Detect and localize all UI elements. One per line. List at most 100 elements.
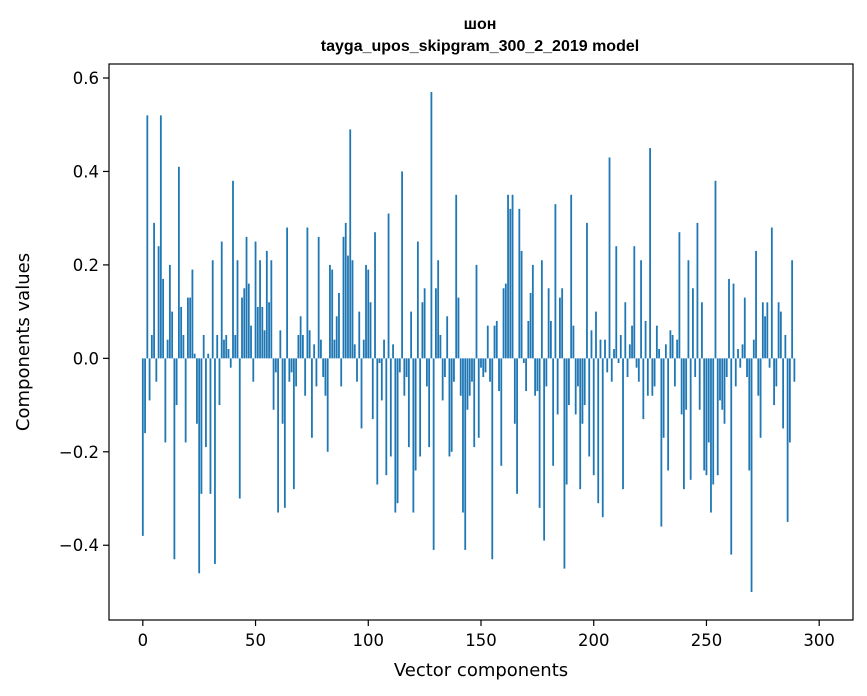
bar bbox=[407, 358, 410, 448]
bar bbox=[477, 358, 480, 438]
bar bbox=[356, 358, 358, 382]
bar bbox=[491, 358, 494, 560]
y-tick-label: −0.4 bbox=[59, 536, 99, 555]
bar bbox=[223, 339, 225, 359]
bar bbox=[529, 292, 532, 359]
bar bbox=[556, 358, 559, 415]
y-tick-label: 0.0 bbox=[73, 349, 99, 368]
bar bbox=[351, 260, 354, 359]
bar bbox=[243, 288, 246, 359]
bar bbox=[791, 260, 794, 359]
bar bbox=[482, 358, 485, 378]
bar bbox=[261, 306, 264, 359]
bar bbox=[281, 358, 284, 424]
bar bbox=[631, 325, 633, 359]
bar bbox=[712, 358, 715, 485]
bar bbox=[570, 194, 573, 359]
bar bbox=[189, 297, 192, 359]
bar bbox=[644, 320, 647, 359]
bar bbox=[148, 358, 151, 401]
bar bbox=[153, 222, 155, 359]
x-axis: 0 50 100 150 200 250 300 bbox=[138, 620, 835, 650]
bar bbox=[236, 260, 239, 359]
bar bbox=[782, 358, 785, 429]
bar bbox=[342, 236, 345, 359]
chart-subtitle: tayga_upos_skipgram_300_2_2019 model bbox=[321, 38, 639, 55]
bar bbox=[288, 358, 291, 382]
bar bbox=[509, 208, 512, 359]
y-axis-label: Components values bbox=[13, 253, 34, 431]
bar bbox=[577, 358, 579, 387]
bar bbox=[385, 358, 388, 476]
bar bbox=[773, 358, 775, 406]
bar bbox=[340, 358, 343, 387]
bar bbox=[511, 194, 514, 359]
bar bbox=[428, 358, 431, 448]
bar bbox=[241, 297, 243, 359]
bar bbox=[626, 358, 629, 378]
bar bbox=[653, 358, 656, 387]
bar bbox=[453, 358, 455, 382]
bar bbox=[306, 227, 309, 359]
bar bbox=[651, 358, 654, 396]
bar bbox=[520, 250, 523, 359]
bar bbox=[507, 194, 509, 359]
bar bbox=[766, 302, 769, 359]
bar bbox=[392, 344, 394, 359]
bar bbox=[254, 241, 257, 359]
bar bbox=[250, 325, 252, 359]
bar bbox=[459, 358, 462, 396]
bar bbox=[707, 358, 710, 443]
bar bbox=[444, 358, 446, 378]
bar bbox=[739, 358, 742, 368]
bar bbox=[191, 269, 194, 359]
x-axis-label: Vector components bbox=[394, 660, 568, 681]
bar bbox=[464, 358, 467, 550]
y-axis: −0.4 −0.2 0.0 0.2 0.4 0.6 bbox=[59, 69, 109, 555]
bar bbox=[473, 358, 476, 448]
bar bbox=[423, 288, 426, 359]
bar bbox=[786, 358, 789, 522]
bar bbox=[775, 358, 778, 387]
bar bbox=[694, 358, 697, 378]
bar bbox=[150, 334, 153, 359]
bar bbox=[579, 358, 582, 490]
bar bbox=[202, 334, 205, 359]
bar bbox=[320, 339, 322, 359]
bar bbox=[414, 358, 417, 471]
bar bbox=[146, 115, 149, 359]
bar bbox=[637, 358, 640, 382]
bar bbox=[635, 358, 638, 368]
bar bbox=[696, 222, 699, 359]
bar bbox=[595, 311, 597, 359]
bar bbox=[683, 358, 685, 490]
bar bbox=[394, 358, 397, 513]
bar bbox=[471, 358, 473, 382]
bar bbox=[292, 358, 295, 490]
bar bbox=[259, 260, 261, 359]
bar bbox=[779, 311, 782, 359]
bar bbox=[421, 302, 424, 359]
bar bbox=[622, 358, 624, 490]
bar bbox=[734, 358, 737, 387]
bar bbox=[437, 260, 440, 359]
bar bbox=[430, 92, 433, 359]
bar bbox=[549, 320, 552, 359]
bar bbox=[157, 246, 160, 359]
y-tick-label: 0.4 bbox=[73, 162, 99, 181]
bar bbox=[662, 358, 665, 438]
bar bbox=[362, 339, 365, 359]
bar bbox=[425, 358, 428, 387]
bar bbox=[290, 358, 293, 373]
bar bbox=[475, 264, 478, 359]
bar bbox=[522, 358, 525, 364]
bar bbox=[536, 358, 539, 392]
bar bbox=[196, 358, 198, 424]
bar bbox=[788, 358, 791, 443]
bar bbox=[403, 358, 406, 396]
bar bbox=[177, 166, 180, 359]
bar bbox=[673, 358, 676, 387]
bar bbox=[716, 358, 719, 476]
y-tick-label: 0.6 bbox=[73, 69, 99, 88]
bar bbox=[680, 358, 683, 415]
